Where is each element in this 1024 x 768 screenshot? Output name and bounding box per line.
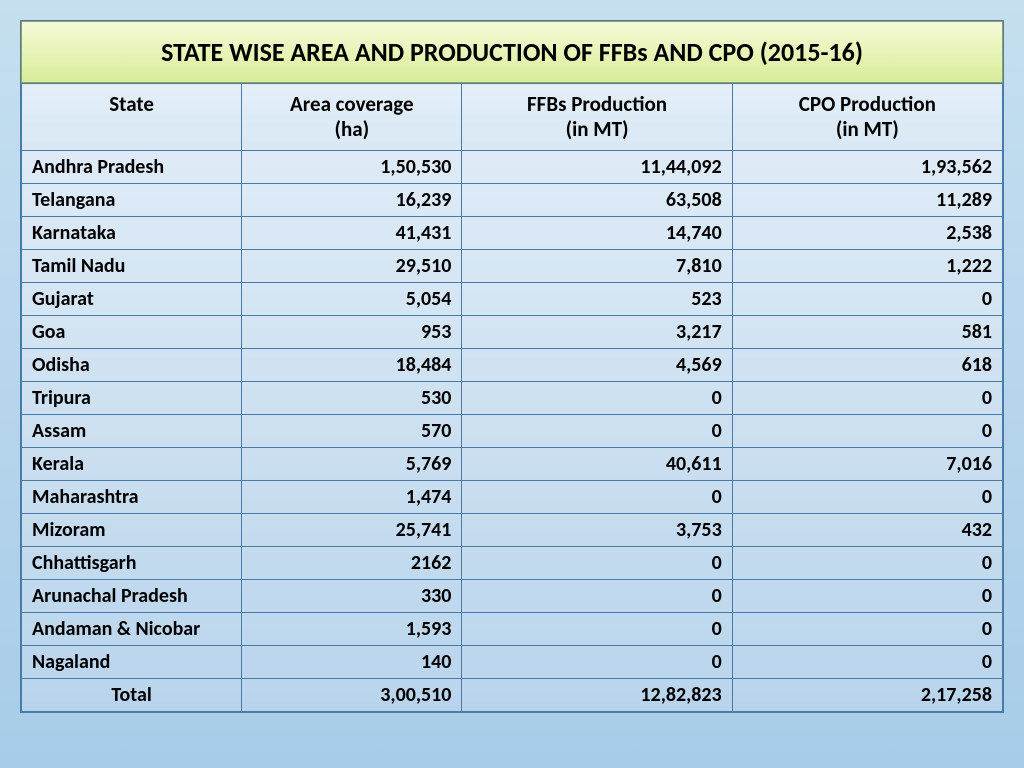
col-header-label: Area coverage(ha) [290, 91, 414, 142]
table-row: Telangana16,23963,50811,289 [22, 184, 1003, 217]
cell-ffbs: 0 [462, 547, 732, 580]
table-row: Mizoram25,7413,753432 [22, 514, 1003, 547]
table-row: Andaman & Nicobar1,59300 [22, 613, 1003, 646]
cell-state: Tamil Nadu [22, 250, 242, 283]
cell-ffbs: 11,44,092 [462, 151, 732, 184]
cell-area: 140 [242, 646, 462, 679]
col-header-label: CPO Production(in MT) [799, 91, 936, 142]
cell-cpo: 0 [732, 382, 1002, 415]
cell-cpo: 11,289 [732, 184, 1002, 217]
table-row: Tamil Nadu29,5107,8101,222 [22, 250, 1003, 283]
cell-state: Nagaland [22, 646, 242, 679]
col-header-cpo: CPO Production(in MT) [732, 84, 1002, 151]
cell-ffbs: 7,810 [462, 250, 732, 283]
col-header-state: State [22, 84, 242, 151]
cell-ffbs: 0 [462, 613, 732, 646]
cell-cpo: 0 [732, 283, 1002, 316]
page-title: STATE WISE AREA AND PRODUCTION OF FFBs A… [21, 21, 1003, 83]
cell-state: Mizoram [22, 514, 242, 547]
cell-area: 1,474 [242, 481, 462, 514]
cell-state: Telangana [22, 184, 242, 217]
table-row: Andhra Pradesh1,50,53011,44,0921,93,562 [22, 151, 1003, 184]
cell-state: Chhattisgarh [22, 547, 242, 580]
table-row: Nagaland14000 [22, 646, 1003, 679]
cell-cpo: 618 [732, 349, 1002, 382]
cell-state: Odisha [22, 349, 242, 382]
cell-cpo: 2,538 [732, 217, 1002, 250]
cell-ffbs: 0 [462, 580, 732, 613]
cell-cpo: 1,222 [732, 250, 1002, 283]
col-header-ffbs: FFBs Production(in MT) [462, 84, 732, 151]
cell-cpo: 1,93,562 [732, 151, 1002, 184]
cell-area: 18,484 [242, 349, 462, 382]
cell-total-ffbs: 12,82,823 [462, 679, 732, 712]
cell-area: 570 [242, 415, 462, 448]
cell-state: Arunachal Pradesh [22, 580, 242, 613]
cell-cpo: 581 [732, 316, 1002, 349]
cell-state: Maharashtra [22, 481, 242, 514]
cell-total-area: 3,00,510 [242, 679, 462, 712]
cell-area: 530 [242, 382, 462, 415]
cell-area: 5,054 [242, 283, 462, 316]
cell-ffbs: 3,217 [462, 316, 732, 349]
cell-cpo: 432 [732, 514, 1002, 547]
table-row: Gujarat5,0545230 [22, 283, 1003, 316]
cell-ffbs: 0 [462, 415, 732, 448]
cell-area: 41,431 [242, 217, 462, 250]
cell-cpo: 0 [732, 646, 1002, 679]
cell-state: Assam [22, 415, 242, 448]
cell-state: Andhra Pradesh [22, 151, 242, 184]
cell-cpo: 0 [732, 547, 1002, 580]
cell-ffbs: 3,753 [462, 514, 732, 547]
cell-cpo: 0 [732, 481, 1002, 514]
col-header-label: State [109, 91, 154, 117]
cell-state: Tripura [22, 382, 242, 415]
cell-ffbs: 63,508 [462, 184, 732, 217]
cell-total-label: Total [22, 679, 242, 712]
cell-state: Goa [22, 316, 242, 349]
table-row: Odisha18,4844,569618 [22, 349, 1003, 382]
cell-area: 1,593 [242, 613, 462, 646]
cell-cpo: 0 [732, 415, 1002, 448]
cell-total-cpo: 2,17,258 [732, 679, 1002, 712]
cell-ffbs: 0 [462, 646, 732, 679]
cell-area: 16,239 [242, 184, 462, 217]
table-row: Kerala5,76940,6117,016 [22, 448, 1003, 481]
header-row: State Area coverage(ha) FFBs Production(… [22, 84, 1003, 151]
data-table: State Area coverage(ha) FFBs Production(… [21, 83, 1003, 712]
table-row: Tripura53000 [22, 382, 1003, 415]
table-row: Arunachal Pradesh33000 [22, 580, 1003, 613]
cell-cpo: 7,016 [732, 448, 1002, 481]
table-row: Karnataka41,43114,7402,538 [22, 217, 1003, 250]
cell-cpo: 0 [732, 613, 1002, 646]
cell-state: Karnataka [22, 217, 242, 250]
table-row: Maharashtra1,47400 [22, 481, 1003, 514]
cell-ffbs: 14,740 [462, 217, 732, 250]
cell-area: 29,510 [242, 250, 462, 283]
cell-area: 25,741 [242, 514, 462, 547]
table-row: Goa9533,217581 [22, 316, 1003, 349]
table-container: STATE WISE AREA AND PRODUCTION OF FFBs A… [20, 20, 1004, 713]
cell-area: 330 [242, 580, 462, 613]
table-row: Assam57000 [22, 415, 1003, 448]
cell-area: 1,50,530 [242, 151, 462, 184]
cell-state: Gujarat [22, 283, 242, 316]
col-header-label: FFBs Production(in MT) [527, 91, 667, 142]
col-header-area: Area coverage(ha) [242, 84, 462, 151]
cell-ffbs: 4,569 [462, 349, 732, 382]
cell-ffbs: 0 [462, 481, 732, 514]
cell-area: 5,769 [242, 448, 462, 481]
cell-ffbs: 40,611 [462, 448, 732, 481]
cell-cpo: 0 [732, 580, 1002, 613]
cell-area: 953 [242, 316, 462, 349]
cell-ffbs: 0 [462, 382, 732, 415]
table-row: Chhattisgarh216200 [22, 547, 1003, 580]
cell-ffbs: 523 [462, 283, 732, 316]
cell-state: Kerala [22, 448, 242, 481]
cell-area: 2162 [242, 547, 462, 580]
cell-state: Andaman & Nicobar [22, 613, 242, 646]
table-row-total: Total3,00,51012,82,8232,17,258 [22, 679, 1003, 712]
